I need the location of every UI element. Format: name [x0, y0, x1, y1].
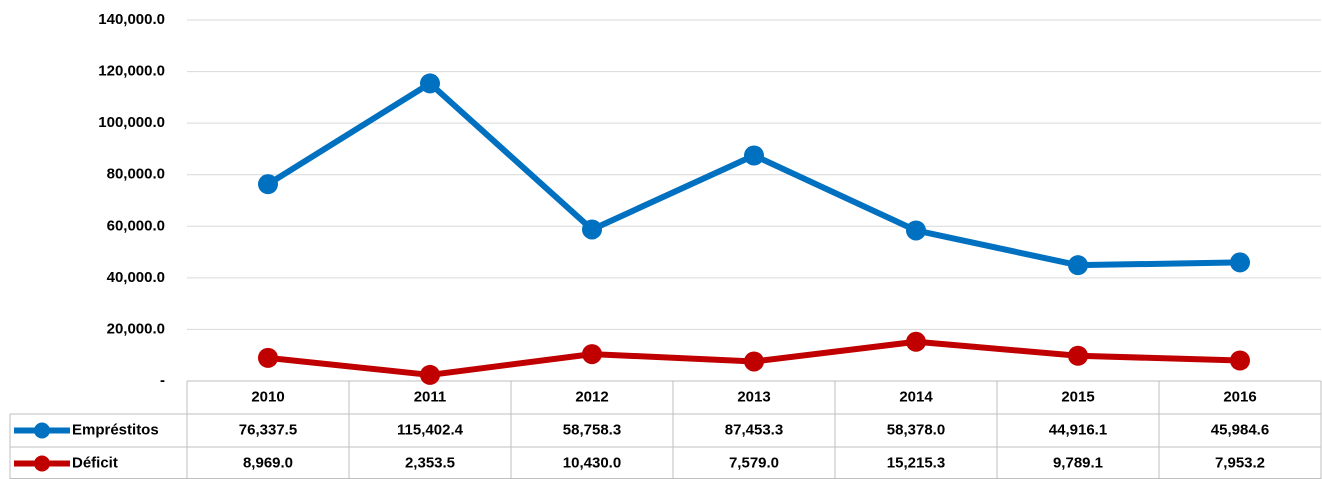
- data-point: [258, 174, 278, 195]
- data-point: [1230, 252, 1250, 273]
- y-tick-label: 80,000.0: [107, 166, 165, 183]
- y-tick-label: 120,000.0: [98, 63, 165, 80]
- value-label: 115,402.4: [397, 421, 464, 438]
- data-point: [906, 331, 926, 352]
- value-label: 15,215.3: [887, 454, 945, 471]
- data-point: [582, 219, 602, 240]
- x-tick-label: 2014: [899, 388, 933, 405]
- x-tick-label: 2016: [1223, 388, 1256, 405]
- data-point: [258, 347, 278, 368]
- data-point: [744, 351, 764, 372]
- data-point: [420, 73, 440, 94]
- value-label: 76,337.5: [239, 421, 297, 438]
- legend-label: Déficit: [72, 454, 118, 471]
- data-point: [744, 145, 764, 166]
- x-tick-label: 2012: [575, 388, 608, 405]
- x-tick-label: 2011: [414, 388, 447, 405]
- value-label: 58,758.3: [563, 421, 621, 438]
- value-label: 7,579.0: [729, 454, 779, 471]
- y-tick-label: 60,000.0: [107, 217, 165, 234]
- value-label: 8,969.0: [243, 454, 293, 471]
- y-tick-label: 40,000.0: [107, 269, 165, 286]
- legend-label: Empréstitos: [72, 421, 159, 438]
- value-label: 44,916.1: [1049, 421, 1107, 438]
- data-point: [1068, 345, 1088, 366]
- value-label: 87,453.3: [725, 421, 783, 438]
- value-label: 10,430.0: [563, 454, 621, 471]
- data-point: [1068, 255, 1088, 276]
- value-label: 58,378.0: [887, 421, 945, 438]
- y-tick-label: -: [160, 372, 165, 389]
- value-label: 2,353.5: [405, 454, 455, 471]
- y-tick-label: 140,000.0: [98, 11, 165, 28]
- y-tick-label: 100,000.0: [98, 114, 165, 131]
- legend-marker: [34, 455, 50, 472]
- data-point: [420, 364, 440, 385]
- value-label: 7,953.2: [1215, 454, 1265, 471]
- legend-marker: [34, 422, 50, 439]
- value-label: 9,789.1: [1053, 454, 1103, 471]
- value-label: 45,984.6: [1211, 421, 1269, 438]
- y-tick-label: 20,000.0: [107, 320, 165, 337]
- data-point: [582, 344, 602, 365]
- data-point: [906, 220, 926, 241]
- data-point: [1230, 350, 1250, 371]
- x-tick-label: 2015: [1061, 388, 1094, 405]
- x-tick-label: 2010: [251, 388, 284, 405]
- x-tick-label: 2013: [737, 388, 770, 405]
